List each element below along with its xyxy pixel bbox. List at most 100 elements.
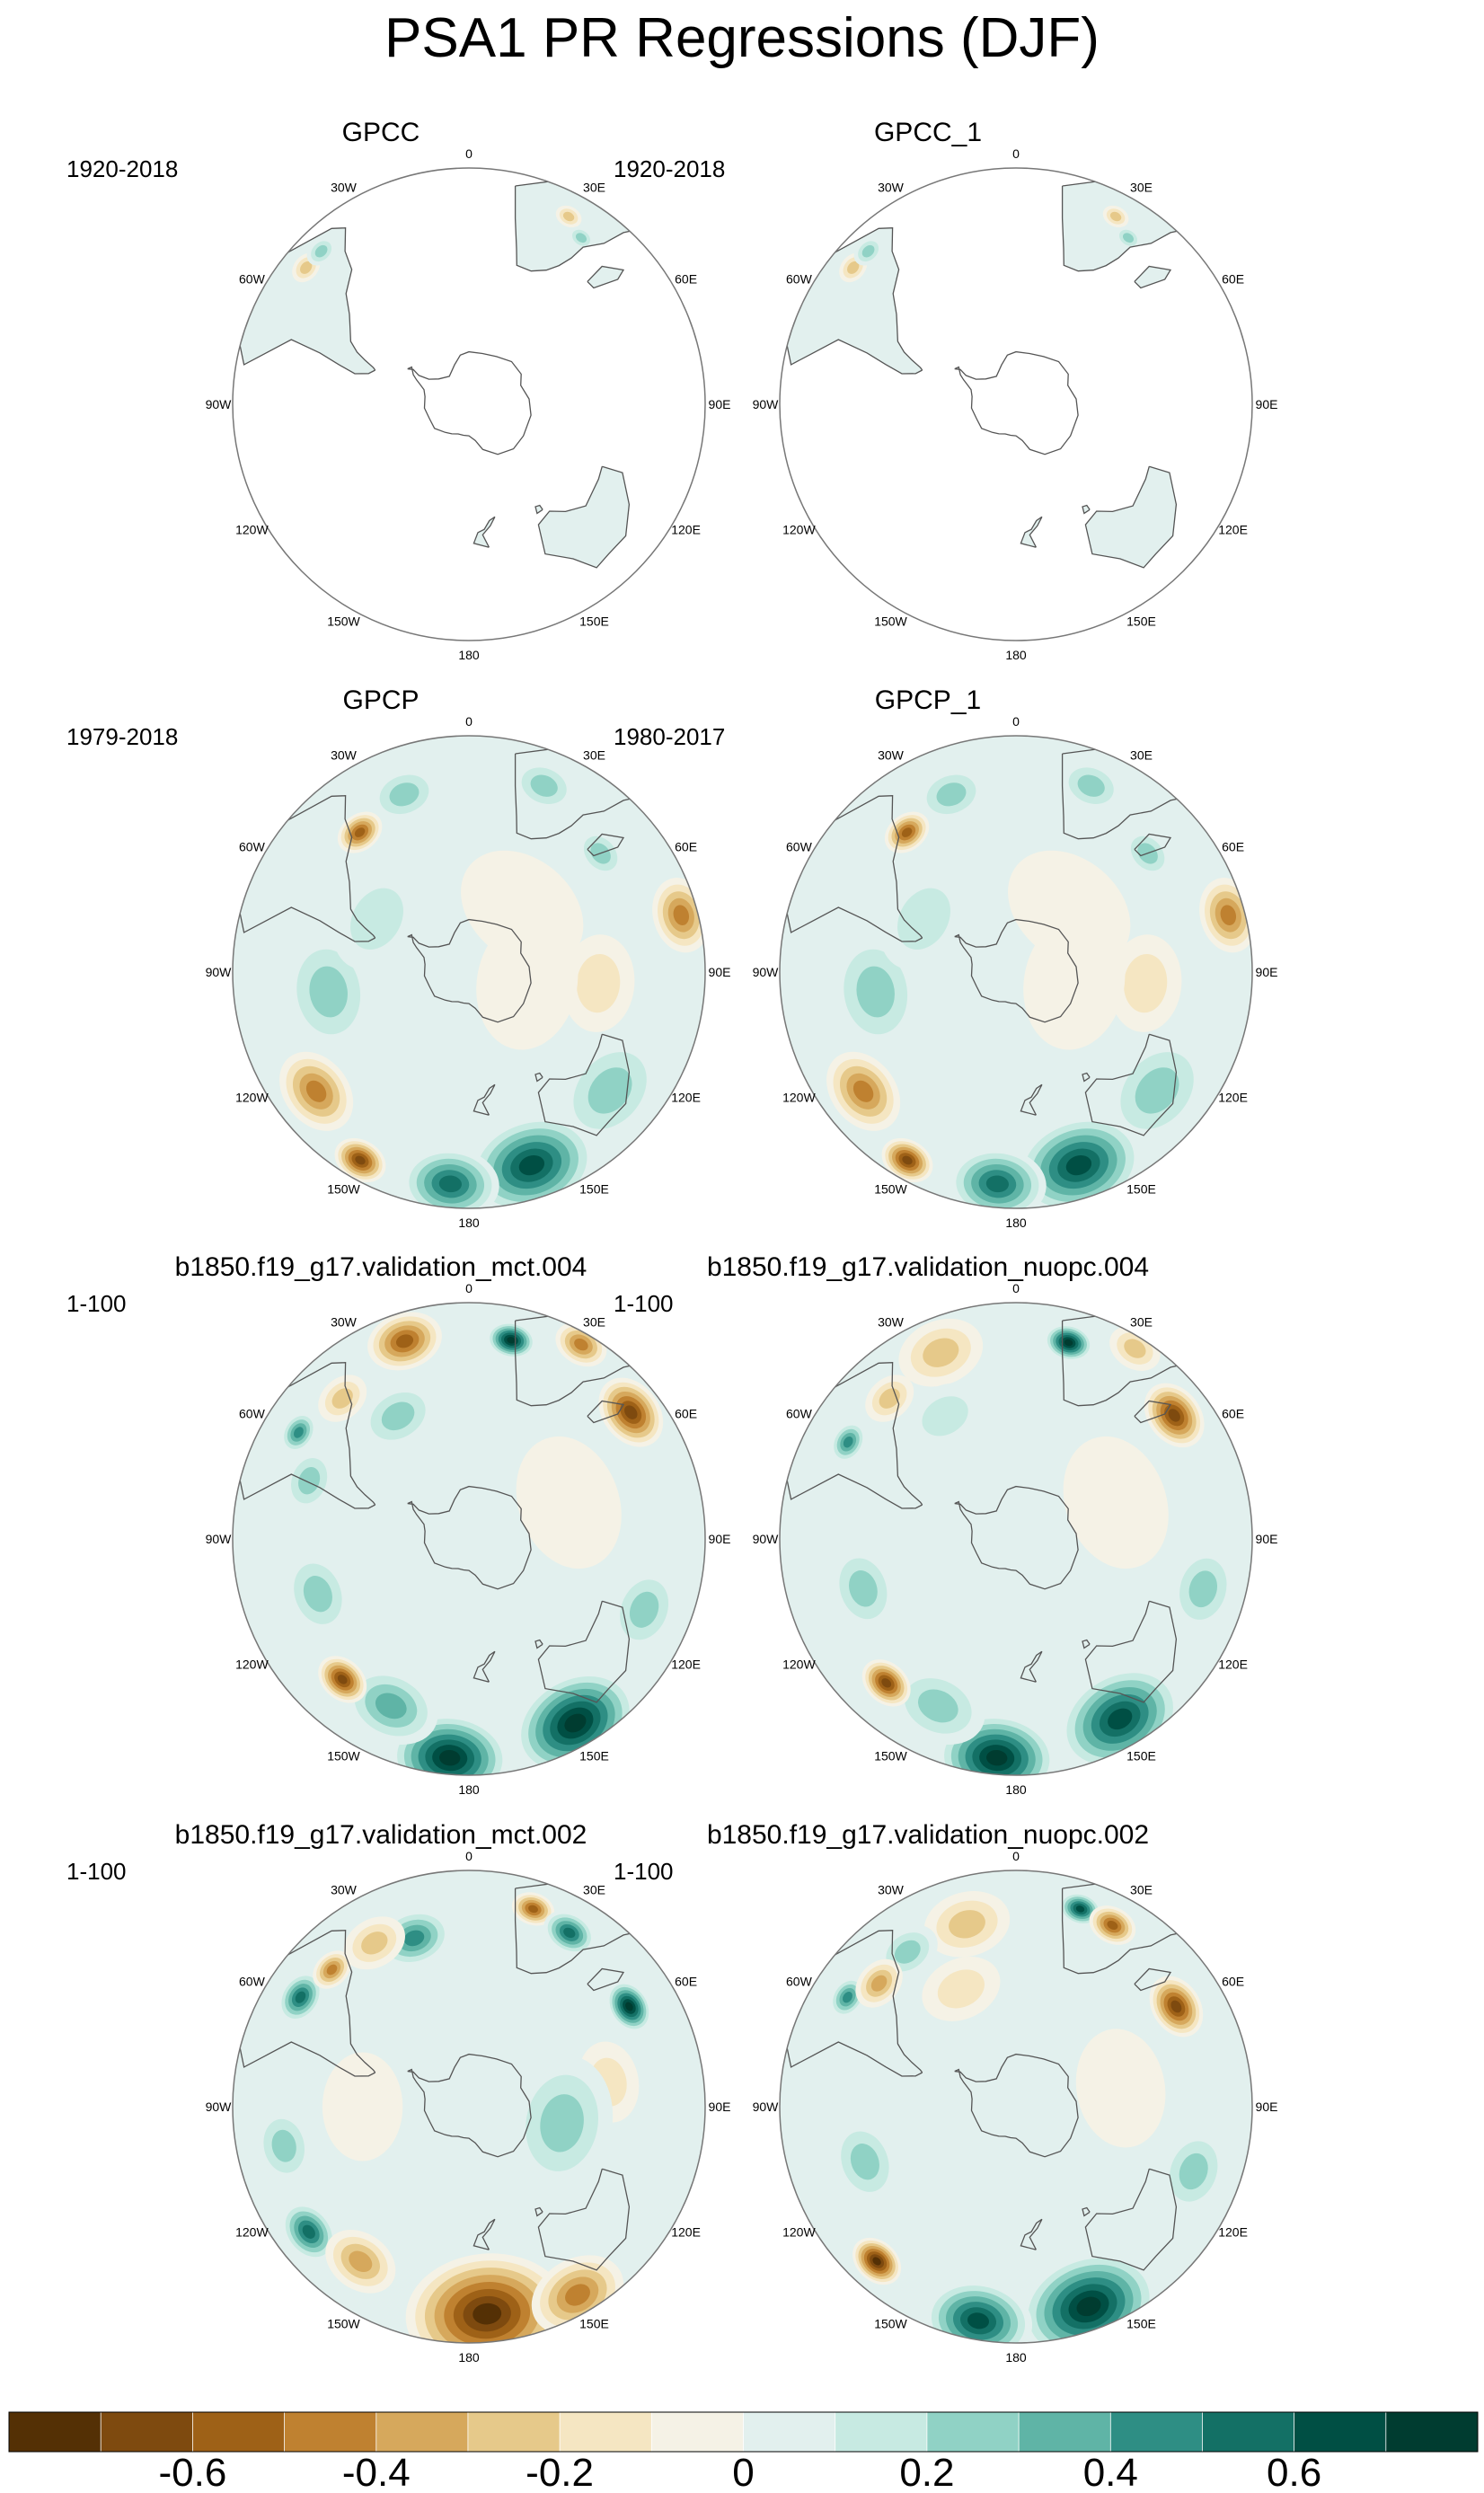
longitude-label: 30W xyxy=(878,1314,905,1329)
land-data-area xyxy=(587,266,623,288)
contour-ring xyxy=(303,1576,332,1613)
longitude-label: 180 xyxy=(458,1782,480,1797)
anomaly-blob xyxy=(1075,2029,1166,2148)
contour-ring xyxy=(298,1467,321,1495)
contour-ring xyxy=(1168,1409,1180,1422)
continent-coastline xyxy=(534,1639,543,1649)
contour-ring xyxy=(1220,905,1237,926)
anomaly-blob xyxy=(831,2119,899,2205)
contour-ring xyxy=(587,1067,632,1114)
longitude-label: 180 xyxy=(1005,1216,1027,1230)
antarctica-coastline xyxy=(954,1485,1079,1590)
contour-ring xyxy=(361,1932,388,1955)
contour-ring xyxy=(473,2303,502,2325)
contour-ring xyxy=(403,1930,425,1947)
anomaly-blob xyxy=(906,1383,984,1450)
map-boundary xyxy=(779,735,1253,1209)
longitude-label: 180 xyxy=(1005,1782,1027,1797)
anomaly-blob xyxy=(405,2253,569,2343)
contour-ring xyxy=(507,1337,516,1344)
longitude-label: 150W xyxy=(327,1182,360,1197)
longitude-label: 90E xyxy=(1256,965,1278,979)
continent-coastline xyxy=(473,2218,496,2250)
contour-ring xyxy=(986,1749,1008,1766)
contour-ring xyxy=(1065,1154,1092,1176)
longitude-label: 0 xyxy=(1012,1849,1020,1863)
continent-coastline xyxy=(587,265,625,289)
anomaly-blob xyxy=(606,1981,652,2032)
anomaly-blob xyxy=(555,205,582,228)
contour-ring xyxy=(1135,1067,1179,1114)
longitude-label: 90W xyxy=(753,965,780,979)
field-background xyxy=(233,1303,705,1775)
continent-coastline xyxy=(587,1400,625,1424)
anomaly-blob xyxy=(284,1551,352,1637)
map-boundary xyxy=(232,1302,706,1776)
longitude-label: 120W xyxy=(235,523,269,537)
longitude-label: 30E xyxy=(1130,1882,1153,1896)
longitude-label: 60E xyxy=(1222,1407,1244,1421)
contour-ring xyxy=(1063,1436,1169,1569)
contour-ring xyxy=(439,1749,461,1766)
longitude-label: 120W xyxy=(235,1091,269,1105)
colorbar-swatch xyxy=(284,2411,377,2453)
contour-ring xyxy=(1075,1905,1085,1913)
continent-coastline xyxy=(1084,1033,1178,1136)
longitude-label: 150W xyxy=(874,1749,907,1764)
contour-ring xyxy=(355,1155,366,1165)
field-layer xyxy=(233,736,705,1208)
anomaly-blob xyxy=(279,1051,354,1131)
field-layer xyxy=(780,168,1252,641)
continent-coastline xyxy=(1020,516,1043,548)
longitude-label: 60E xyxy=(1222,272,1244,287)
panel-period: 1-100 xyxy=(614,1858,674,1885)
contour-ring xyxy=(985,1175,1009,1193)
anomaly-blob xyxy=(1063,1436,1169,1569)
contour-ring xyxy=(562,211,575,222)
longitude-label: 120W xyxy=(782,1658,816,1672)
continent-coastline xyxy=(534,2206,543,2217)
polar-map: 0 30E 60E 90E 120E 150E 180 150W 120W 90W 60W 30W xyxy=(206,1849,731,2365)
contour-ring xyxy=(302,2224,315,2239)
contour-ring xyxy=(565,2284,590,2306)
continent-coastline xyxy=(781,795,923,942)
map-panel-gpcp: GPCP 1979-2018 0 30E 60E 90E 120E 150E 180 150W… xyxy=(22,685,740,1254)
continent-coastline xyxy=(1082,2206,1091,2217)
longitude-label: 30W xyxy=(331,1882,358,1896)
longitude-label: 150E xyxy=(1126,1182,1156,1197)
longitude-label: 150E xyxy=(579,2317,609,2331)
anomaly-blob xyxy=(879,867,968,970)
anomaly-blob xyxy=(1109,934,1182,1032)
longitude-label: 150E xyxy=(579,1749,609,1764)
contour-ring xyxy=(540,2094,584,2153)
contour-ring xyxy=(1076,2296,1101,2317)
polar-map: 0 30E 60E 90E 120E 150E 180 150W 120W 90W 60W 30W xyxy=(753,1849,1278,2365)
anomaly-blob xyxy=(922,1956,1001,2021)
contour-ring xyxy=(563,1927,576,1939)
anomaly-blob xyxy=(1058,1892,1102,1926)
map-boundary xyxy=(779,167,1253,641)
longitude-label: 90E xyxy=(709,965,731,979)
anomaly-blob xyxy=(898,1318,984,1387)
longitude-label: 150W xyxy=(874,1182,907,1197)
map-boundary xyxy=(232,167,706,641)
colorbar-tick-label: -0.2 xyxy=(526,2451,594,2493)
longitude-label: 150E xyxy=(579,614,609,629)
anomaly-blob xyxy=(306,236,336,266)
continent-coastline xyxy=(781,1362,923,1509)
map-boundary xyxy=(232,1870,706,2344)
land-data-area xyxy=(538,466,630,568)
anomaly-blob xyxy=(923,1891,1011,1958)
anomaly-blob xyxy=(318,1656,367,1703)
contour-ring xyxy=(1008,850,1131,968)
longitude-label: 30W xyxy=(878,1882,905,1896)
longitude-label: 30E xyxy=(583,1882,605,1896)
anomaly-blob xyxy=(367,1312,442,1371)
contour-ring xyxy=(305,1080,327,1102)
anomaly-blob xyxy=(322,2052,403,2161)
anomaly-blob xyxy=(569,226,594,250)
anomaly-blob xyxy=(916,766,986,822)
longitude-label: 180 xyxy=(458,648,480,662)
contour-ring xyxy=(922,1396,968,1437)
continent-coastline xyxy=(1082,504,1091,515)
